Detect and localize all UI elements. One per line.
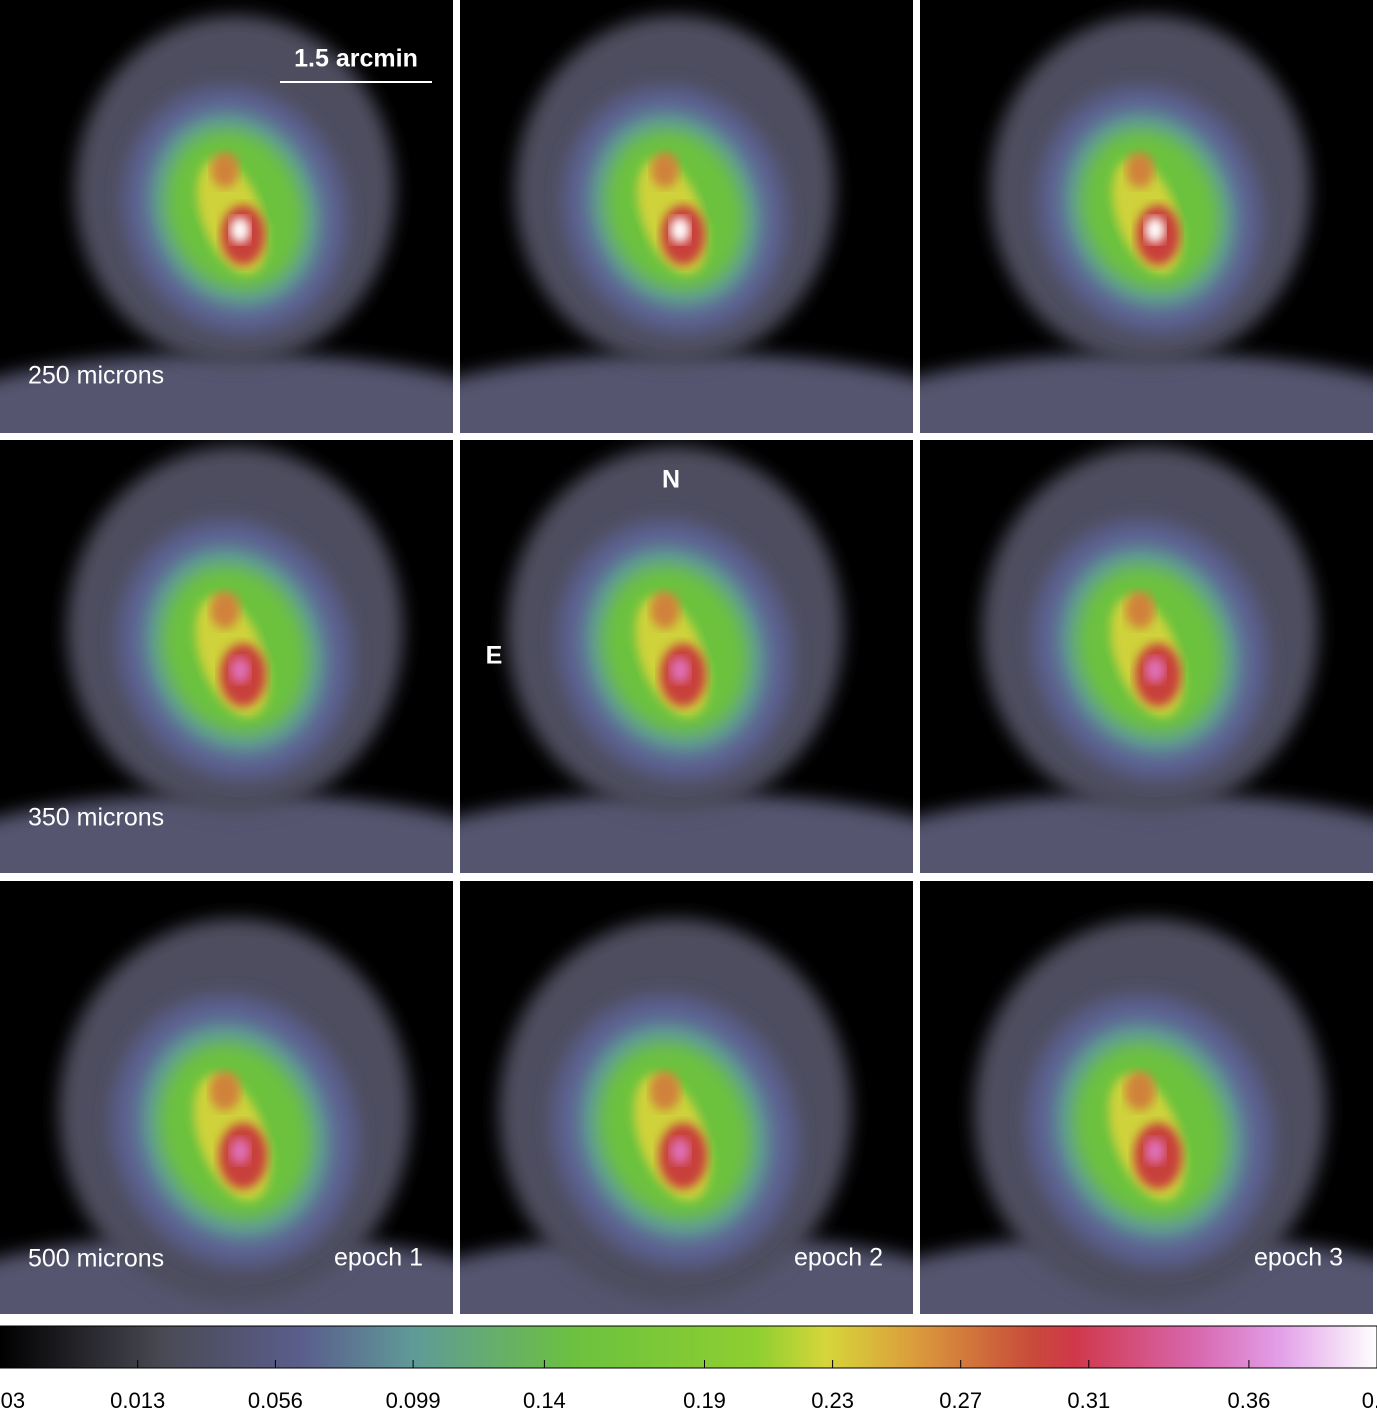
image-panel: 250 microns 1.5 arcmin [0, 0, 453, 433]
compass-east: E [486, 642, 503, 670]
image-panel [460, 0, 913, 433]
scale-bar-label: 1.5 arcmin [294, 45, 418, 73]
image [920, 881, 1373, 1314]
diffuse-floor [920, 793, 1373, 873]
image [460, 0, 913, 433]
image [0, 881, 453, 1314]
row-label: 500 microns [28, 1245, 164, 1273]
core-peak [230, 1138, 250, 1164]
colorbar-tick-label: 0.013 [110, 1388, 165, 1413]
core-north [211, 152, 239, 188]
row-label: 350 microns [28, 804, 164, 832]
core-north [651, 152, 679, 188]
core-peak [230, 217, 250, 243]
colorbar-tick-label: 0.099 [386, 1388, 441, 1413]
diffuse-floor [0, 793, 453, 873]
row-label: 250 microns [28, 362, 164, 390]
colorbar-tick-label: 0.14 [523, 1388, 566, 1413]
image-panel: 500 microns epoch 1 [0, 881, 453, 1314]
core-north [1126, 152, 1154, 188]
core-north [209, 1071, 241, 1111]
image [460, 440, 913, 873]
diffuse-floor [460, 353, 913, 433]
colorbar-tick-label: 0.23 [811, 1388, 854, 1413]
core-north [210, 591, 240, 629]
diffuse-floor [0, 353, 453, 433]
diffuse-floor [460, 793, 913, 873]
image-panel: NE [460, 440, 913, 873]
core-north [1124, 1071, 1156, 1111]
core-north [1125, 591, 1155, 629]
colorbar-tick-label: 0.19 [683, 1388, 726, 1413]
colorbar-tick-label: 0.31 [1067, 1388, 1110, 1413]
core-peak [230, 657, 250, 683]
colorbar-tick-label: 0.36 [1227, 1388, 1270, 1413]
core-peak [670, 1138, 690, 1164]
column-label: epoch 1 [334, 1244, 423, 1272]
core-peak [1145, 217, 1165, 243]
colorbar-tick-label: 0.056 [248, 1388, 303, 1413]
core-peak [1145, 657, 1165, 683]
image [460, 881, 913, 1314]
image-panel: epoch 3 [920, 881, 1373, 1314]
colorbar-tick-label: -0.03 [0, 1388, 25, 1413]
core-north [650, 591, 680, 629]
image-panel: 350 microns [0, 440, 453, 873]
image [0, 440, 453, 873]
core-peak [670, 657, 690, 683]
image-panel: epoch 2 [460, 881, 913, 1314]
colorbar-tick-label: 0.27 [939, 1388, 982, 1413]
core-peak [1145, 1138, 1165, 1164]
core-north [649, 1071, 681, 1111]
core-peak [670, 217, 690, 243]
diffuse-floor [920, 353, 1373, 433]
colorbar [0, 1325, 1377, 1369]
image [0, 0, 453, 433]
image-panel [920, 0, 1373, 433]
column-label: epoch 2 [794, 1244, 883, 1272]
colorbar-ticks: -0.03 0.013 0.056 0.099 0.14 0.19 0.23 0.27 0.31… [0, 1360, 1377, 1413]
image [920, 440, 1373, 873]
colorbar-tick-label: 0.4 [1362, 1388, 1377, 1413]
column-label: epoch 3 [1254, 1244, 1343, 1272]
image [920, 0, 1373, 433]
compass-north: N [662, 466, 680, 494]
image-panel [920, 440, 1373, 873]
